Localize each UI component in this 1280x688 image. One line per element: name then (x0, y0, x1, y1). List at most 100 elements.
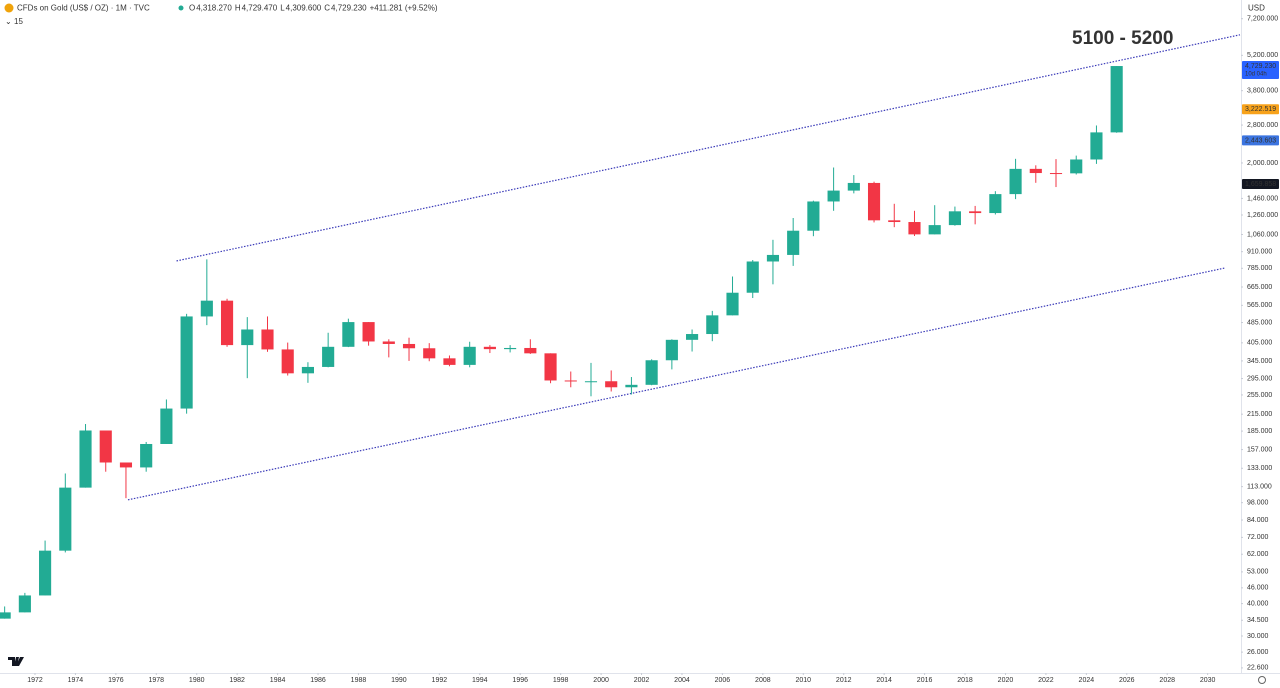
candle-body (423, 348, 436, 359)
candle-body (504, 347, 517, 350)
x-tick-label: 2006 (715, 677, 731, 684)
x-tick-label: 2022 (1038, 677, 1054, 684)
x-tick-label: 2008 (755, 677, 771, 684)
price-label: 4,729.230 (1245, 63, 1276, 70)
candle-body (322, 346, 335, 367)
settings-circle[interactable] (1258, 676, 1266, 684)
y-tick-label: 113.000 (1247, 483, 1272, 490)
candle-body (787, 230, 800, 255)
candle-body (261, 329, 274, 350)
candle-body (18, 595, 31, 613)
ohlc-change: +411.281 (+9.52%) (370, 4, 438, 13)
price-label-box (1242, 135, 1279, 146)
logo-shape (8, 657, 24, 666)
y-tick-label: 1,460.000 (1247, 195, 1278, 202)
candle-body (402, 343, 416, 349)
y-tick-label: 255.000 (1247, 392, 1272, 399)
ohlc-key: L (280, 4, 285, 13)
y-tick-label: 185.000 (1247, 428, 1272, 435)
y-tick-label: 3,800.000 (1247, 88, 1278, 95)
x-tick-label: 1972 (27, 677, 43, 684)
candle-body (1110, 66, 1123, 133)
y-tick-label: 84.000 (1247, 517, 1269, 524)
indicator-count[interactable]: 15 (14, 17, 23, 26)
x-tick-label: 2000 (593, 677, 609, 684)
symbol-icon (4, 3, 14, 13)
candle-body (463, 346, 476, 365)
settings-icon[interactable] (1258, 676, 1266, 684)
candle-body (59, 487, 72, 551)
candle-body (483, 346, 496, 350)
candle-body (746, 261, 759, 293)
x-tick-label: 2028 (1159, 677, 1175, 684)
candle-body (827, 190, 840, 202)
x-tick-label: 1992 (432, 677, 448, 684)
candle-body (79, 430, 92, 488)
candle-body (645, 360, 658, 385)
candle-body (726, 292, 739, 316)
price-label: 1,659.858 (1245, 181, 1276, 188)
candle-body (605, 381, 618, 388)
ohlc-value: 4,309.600 (286, 4, 322, 13)
candle-body (807, 201, 820, 231)
price-label: 3,222.519 (1245, 106, 1276, 113)
y-tick-label: 5,200.000 (1247, 52, 1278, 59)
candle-body (564, 380, 577, 382)
candle-body (1049, 173, 1063, 175)
candle-body (989, 194, 1002, 214)
candle-body (362, 322, 375, 342)
candle-body (220, 300, 234, 346)
x-tick-label: 2030 (1200, 677, 1216, 684)
x-tick-label: 2010 (795, 677, 811, 684)
candle-body (928, 225, 941, 235)
candle-body (382, 341, 395, 344)
y-tick-label: 1,260.000 (1247, 212, 1278, 219)
x-tick-label: 1982 (229, 677, 245, 684)
price-label-countdown: 10d 04h (1245, 72, 1267, 78)
x-tick-label: 1990 (391, 677, 407, 684)
x-tick-label: 2012 (836, 677, 852, 684)
x-tick-label: 1986 (310, 677, 326, 684)
candle-body (1070, 159, 1083, 174)
x-tick-label: 1996 (512, 677, 528, 684)
symbol-title[interactable]: CFDs on Gold (US$ / OZ) · 1M · TVC (17, 4, 150, 13)
y-tick-label: 7,200.000 (1247, 16, 1278, 23)
y-tick-label: 910.000 (1247, 249, 1272, 256)
price-label: 2,443.603 (1245, 137, 1276, 144)
candle-body (180, 316, 193, 409)
candle-body (0, 612, 11, 619)
y-tick-label: 565.000 (1247, 302, 1272, 309)
currency[interactable]: USD (1248, 4, 1265, 13)
x-tick-label: 1984 (270, 677, 286, 684)
collapse-arrow[interactable]: ⌄ (5, 17, 12, 26)
price-label-box (1242, 178, 1279, 189)
candle-body (119, 462, 133, 468)
x-tick-label: 1998 (553, 677, 569, 684)
y-tick-label: 40.000 (1247, 600, 1269, 607)
price-label-box (1242, 61, 1279, 80)
x-tick-label: 2014 (876, 677, 892, 684)
x-tick-label: 1980 (189, 677, 205, 684)
y-tick-label: 157.000 (1247, 446, 1272, 453)
y-tick-label: 98.000 (1247, 500, 1269, 507)
price-label-box (1242, 104, 1279, 115)
x-tick-label: 2016 (917, 677, 933, 684)
y-tick-label: 26.000 (1247, 649, 1269, 656)
candle-body (342, 322, 355, 347)
candle-body (625, 384, 638, 388)
y-tick-label: 2,800.000 (1247, 122, 1278, 129)
annotation: 5100 - 5200 (1072, 28, 1173, 49)
x-tick-label: 1974 (68, 677, 84, 684)
candle-body (908, 222, 921, 235)
candle-body (301, 366, 314, 374)
x-tick-label: 2024 (1079, 677, 1095, 684)
candle-body (99, 430, 112, 463)
y-tick-label: 295.000 (1247, 375, 1272, 382)
x-tick-label: 2020 (998, 677, 1014, 684)
candle-body (847, 182, 860, 191)
ohlc-key: H (235, 4, 241, 13)
candle-body (706, 315, 719, 335)
candle-body (766, 254, 780, 262)
